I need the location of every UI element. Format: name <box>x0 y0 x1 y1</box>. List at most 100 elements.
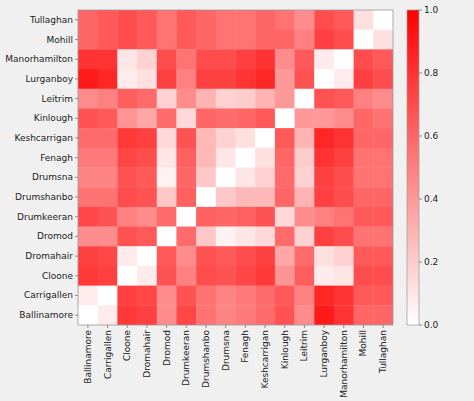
colorbar-tick-label: 1.0 <box>424 5 439 15</box>
cell: Drumkeeran / Lurganboy: 0.5 <box>314 207 334 227</box>
cell: Carrigallen / Cloone: 0.75 <box>117 286 137 306</box>
cell: Kinlough / Keshcarrigan: 0.65 <box>255 108 275 128</box>
y-tick <box>75 256 78 257</box>
cell: Cloone / Tullaghan: 0.7 <box>373 266 393 286</box>
cell: Drumkeeran / Cloone: 0.5 <box>117 207 137 227</box>
cell: Drumshanbo / Tullaghan: 0.6 <box>373 187 393 207</box>
cell: Drumshanbo / Fenagh: 0.28 <box>236 187 256 207</box>
cell: Dromod / Lurganboy: 0.75 <box>314 227 334 247</box>
cell: Dromod / Dromahair: 0.65 <box>137 227 157 247</box>
cell: Drumsna / Keshcarrigan: 0.18 <box>255 168 275 188</box>
colorbar-gradient <box>407 10 419 325</box>
cell: Mohill / Dromod: 0.55 <box>157 30 177 50</box>
cell: Keshcarrigan / Fenagh: 0.12 <box>236 128 256 148</box>
cell: Keshcarrigan / Drumsna: 0.18 <box>216 128 236 148</box>
y-tick-label: Drumshanbo <box>15 192 73 202</box>
cell: Kinlough / Carrigallen: 0.65 <box>98 108 118 128</box>
y-tick <box>75 216 78 217</box>
cell: Fenagh / Lurganboy: 0.8 <box>314 148 334 168</box>
cell: Leitrim / Drumshanbo: 0.3 <box>196 89 216 109</box>
cell: Fenagh / Ballinamore: 0.52 <box>78 148 98 168</box>
cell: Drumsna / Carrigallen: 0.48 <box>98 168 118 188</box>
cell: Dromod / Drumshanbo: 0.22 <box>196 227 216 247</box>
cell: Cloone / Fenagh: 0.73 <box>236 266 256 286</box>
cell: Manorhamilton / Keshcarrigan: 0.8 <box>255 49 275 69</box>
cell: Drumkeeran / Keshcarrigan: 0.68 <box>255 207 275 227</box>
cell: Carrigallen / Manorhamilton: 0.8 <box>334 286 354 306</box>
cell: Keshcarrigan / Manorhamilton: 0.8 <box>334 128 354 148</box>
cell: Dromod / Ballinamore: 0.45 <box>78 227 98 247</box>
cell: Kinlough / Lurganboy: 0.4 <box>314 108 334 128</box>
cell: Carrigallen / Dromahair: 0.72 <box>137 286 157 306</box>
y-tick-label: Carrigallen <box>24 290 73 300</box>
cell: Cloone / Keshcarrigan: 0.78 <box>255 266 275 286</box>
cell: Kinlough / Dromahair: 0.35 <box>137 108 157 128</box>
cell: Lurganboy / Cloone: 0.08 <box>117 69 137 89</box>
cell: Tullaghan / Cloone: 0.7 <box>117 10 137 30</box>
cell: Manorhamilton / Ballinamore: 0.8 <box>78 49 98 69</box>
cell: Fenagh / Carrigallen: 0.52 <box>98 148 118 168</box>
cell: Tullaghan / Drumsna: 0.55 <box>216 10 236 30</box>
cell: Leitrim / Tullaghan: 0.45 <box>373 89 393 109</box>
cell: Fenagh / Leitrim: 0.2 <box>295 148 315 168</box>
y-tick <box>75 19 78 20</box>
cell: Leitrim / Lurganboy: 0.68 <box>314 89 334 109</box>
cell: Kinlough / Drumshanbo: 0.6 <box>196 108 216 128</box>
cell: Ballinamore / Mohill: 0.6 <box>354 305 374 325</box>
cell: Dromod / Tullaghan: 0.55 <box>373 227 393 247</box>
cell: Carrigallen / Dromod: 0.45 <box>157 286 177 306</box>
colorbar-tick-label: 0.4 <box>424 194 439 204</box>
colorbar-tick <box>419 73 422 74</box>
cell: Lurganboy / Dromod: 0.75 <box>157 69 177 89</box>
cell: Keshcarrigan / Kinlough: 0.65 <box>275 128 295 148</box>
x-tick <box>205 325 206 328</box>
cell: Cloone / Cloone: 0 <box>117 266 137 286</box>
x-tick-label: Drumshanbo <box>201 330 211 388</box>
cell: Leitrim / Mohill: 0.5 <box>354 89 374 109</box>
cell: Dromod / Dromod: 0 <box>157 227 177 247</box>
y-tick <box>75 78 78 79</box>
cell: Drumkeeran / Drumsna: 0.6 <box>216 207 236 227</box>
colorbar-tick <box>419 325 422 326</box>
cell: Cloone / Drumsna: 0.68 <box>216 266 236 286</box>
cell: Lurganboy / Kinlough: 0.4 <box>275 69 295 89</box>
x-tick-label: Drumkeeran <box>181 330 191 386</box>
x-tick <box>87 325 88 328</box>
x-tick-label: Dromod <box>162 330 172 366</box>
cell: Drumkeeran / Kinlough: 0.15 <box>275 207 295 227</box>
cell: Mohill / Cloone: 0.7 <box>117 30 137 50</box>
cell: Mohill / Drumkeeran: 0.65 <box>176 30 196 50</box>
colorbar-tick <box>419 10 422 11</box>
y-tick-label: Cloone <box>42 271 74 281</box>
cell: Ballinamore / Keshcarrigan: 0.58 <box>255 305 275 325</box>
x-tick-label: Keshcarrigan <box>260 330 270 389</box>
cell: Ballinamore / Kinlough: 0.68 <box>275 305 295 325</box>
cell: Manorhamilton / Drumsna: 0.7 <box>216 49 236 69</box>
cell: Mohill / Tullaghan: 0.12 <box>373 30 393 50</box>
y-tick <box>75 275 78 276</box>
cell: Drumsna / Drumkeeran: 0.6 <box>176 168 196 188</box>
cell: Manorhamilton / Tullaghan: 0.65 <box>373 49 393 69</box>
cell: Mohill / Manorhamilton: 0.7 <box>334 30 354 50</box>
cell: Dromod / Keshcarrigan: 0.15 <box>255 227 275 247</box>
cell: Fenagh / Fenagh: 0 <box>236 148 256 168</box>
x-tick-label: Lurganboy <box>319 329 329 377</box>
cell: Fenagh / Manorhamilton: 0.75 <box>334 148 354 168</box>
cell: Fenagh / Dromahair: 0.7 <box>137 148 157 168</box>
cell: Lurganboy / Tullaghan: 0.7 <box>373 69 393 89</box>
x-tick <box>284 325 285 328</box>
cell: Mohill / Carrigallen: 0.65 <box>98 30 118 50</box>
cell: Fenagh / Drumsna: 0.1 <box>216 148 236 168</box>
x-tick <box>186 325 187 328</box>
cell: Ballinamore / Cloone: 0.78 <box>117 305 137 325</box>
cell: Drumsna / Mohill: 0.55 <box>354 168 374 188</box>
cell: Lurganboy / Fenagh: 0.8 <box>236 69 256 89</box>
cell: Keshcarrigan / Dromod: 0.15 <box>157 128 177 148</box>
cell: Drumshanbo / Drumshanbo: 0 <box>196 187 216 207</box>
cell: Ballinamore / Fenagh: 0.52 <box>236 305 256 325</box>
colorbar-tick <box>419 136 422 137</box>
x-tick-label: Drumsna <box>221 330 231 371</box>
cell: Dromahair / Drumshanbo: 0.68 <box>196 246 216 266</box>
cell: Carrigallen / Ballinamore: 0.08 <box>78 286 98 306</box>
y-tick <box>75 236 78 237</box>
